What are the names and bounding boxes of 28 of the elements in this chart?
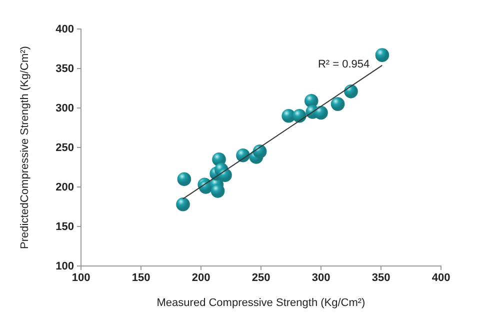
x-tick-label: 150 [132, 272, 150, 284]
point [314, 106, 328, 120]
y-tick-label: 250 [56, 142, 74, 154]
point [330, 97, 345, 111]
point [252, 144, 267, 158]
y-axis-title: PredictedCompressive Strength (Kg/Cm²) [19, 46, 31, 249]
y-tick-label: 400 [56, 24, 74, 36]
x-tick-label: 400 [432, 272, 450, 284]
annotation: R² = 0.954 [318, 58, 370, 71]
point [218, 168, 232, 182]
x-tick-label: 300 [312, 272, 330, 284]
point [344, 84, 358, 98]
y-tick-label: 300 [56, 102, 74, 115]
y-tick-label: 200 [56, 182, 74, 194]
point [177, 172, 192, 186]
y-tick-label: 100 [56, 260, 74, 273]
point [236, 148, 250, 162]
point [210, 184, 225, 198]
y-tick-label: 150 [56, 221, 74, 234]
x-tick-label: 200 [192, 272, 210, 284]
point [176, 197, 190, 212]
x-tick-label: 250 [252, 272, 270, 284]
x-axis-title: Measured Compressive Strength (Kg/Cm²) [156, 297, 366, 309]
x-tick-label: 350 [372, 272, 390, 284]
x-tick-label: 100 [72, 272, 90, 284]
point [375, 48, 390, 62]
point [292, 109, 306, 123]
y-tick-label: 350 [56, 63, 74, 76]
